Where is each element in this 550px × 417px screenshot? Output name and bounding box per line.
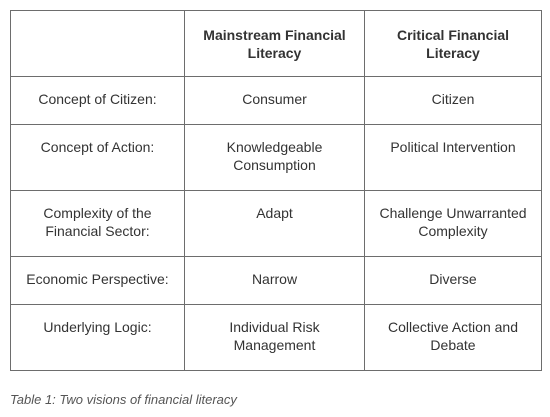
critical-cell: Diverse <box>364 256 542 305</box>
critical-cell: Collective Action and Debate <box>364 304 542 371</box>
table-row: Economic Perspective: Narrow Diverse <box>10 256 542 305</box>
mainstream-cell: Individual Risk Management <box>184 304 365 371</box>
table-row: Underlying Logic: Individual Risk Manage… <box>10 304 542 371</box>
mainstream-cell: Knowledgeable Consumption <box>184 124 365 191</box>
table-row: Concept of Action: Knowledgeable Consump… <box>10 124 542 191</box>
header-cell-mainstream: Mainstream Financial Literacy <box>184 10 365 77</box>
table-caption: Table 1: Two visions of financial litera… <box>10 392 237 407</box>
financial-literacy-comparison-table: Mainstream Financial Literacy Critical F… <box>10 10 542 371</box>
mainstream-cell: Narrow <box>184 256 365 305</box>
row-label: Economic Perspective: <box>10 256 185 305</box>
table-header-row: Mainstream Financial Literacy Critical F… <box>10 10 542 77</box>
header-cell-empty <box>10 10 185 77</box>
critical-cell: Citizen <box>364 76 542 125</box>
header-cell-critical: Critical Financial Literacy <box>364 10 542 77</box>
mainstream-cell: Adapt <box>184 190 365 257</box>
table-row: Complexity of the Financial Sector: Adap… <box>10 190 542 257</box>
row-label: Concept of Action: <box>10 124 185 191</box>
critical-cell: Political Intervention <box>364 124 542 191</box>
table-row: Concept of Citizen: Consumer Citizen <box>10 76 542 125</box>
comparison-table-container: Mainstream Financial Literacy Critical F… <box>10 10 542 371</box>
row-label: Concept of Citizen: <box>10 76 185 125</box>
row-label: Underlying Logic: <box>10 304 185 371</box>
critical-cell: Challenge Unwarranted Complexity <box>364 190 542 257</box>
row-label: Complexity of the Financial Sector: <box>10 190 185 257</box>
mainstream-cell: Consumer <box>184 76 365 125</box>
